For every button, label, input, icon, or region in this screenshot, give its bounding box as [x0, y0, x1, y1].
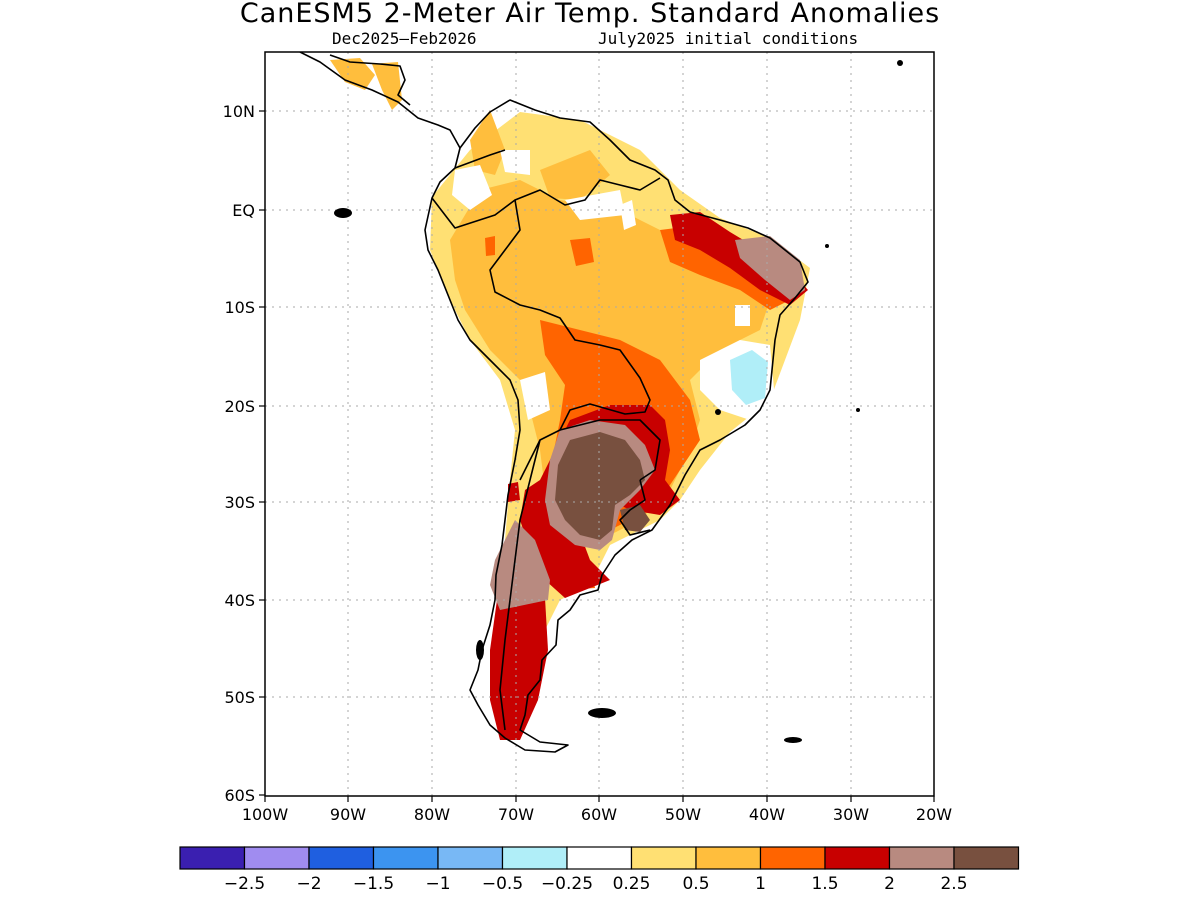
- anomaly-region-red: [490, 598, 548, 740]
- island: [715, 409, 721, 415]
- central-america-coastline: [329, 54, 411, 106]
- colorbar-label: 0.5: [682, 874, 709, 894]
- galapagos-islands: [334, 208, 352, 218]
- lon-tick-label: 50W: [665, 805, 701, 824]
- island: [825, 244, 829, 248]
- colorbar-label: −1.5: [353, 874, 394, 894]
- gridlines: [265, 52, 934, 796]
- south-america-coastline: [424, 99, 809, 753]
- lon-tick-label: 40W: [749, 805, 785, 824]
- longitude-labels: 100W 90W 80W 70W 60W 50W 40W 30W 20W: [242, 805, 952, 824]
- anomaly-region-red: [508, 482, 520, 502]
- lon-tick-label: 100W: [242, 805, 289, 824]
- anomaly-region-orange: [570, 238, 594, 266]
- anomaly-region-orange: [485, 236, 495, 256]
- colorbar-label: 0.25: [613, 874, 651, 894]
- colorbar-swatch: [953, 846, 1020, 870]
- lon-tick-label: 80W: [414, 805, 450, 824]
- lon-tick-label: 30W: [833, 805, 869, 824]
- colorbar-swatch: [437, 846, 504, 870]
- anomaly-region-orange-yellow: [540, 150, 610, 200]
- anomaly-region-dark-brown: [555, 432, 645, 540]
- south-georgia: [784, 737, 802, 743]
- colorbar-label: −0.5: [482, 874, 523, 894]
- lat-tick-label: 10S: [224, 298, 255, 317]
- lon-tick-label: 70W: [498, 805, 534, 824]
- anomaly-region-white: [520, 372, 550, 420]
- colorbar-label: 1: [755, 874, 766, 894]
- colorbar-label: −2: [296, 874, 321, 894]
- coastlines: [299, 52, 809, 753]
- islands: [334, 60, 903, 743]
- colorbar-swatch: [308, 846, 375, 870]
- colorbar-label: −2.5: [224, 874, 265, 894]
- lat-tick-label: 20S: [224, 397, 255, 416]
- colorbar-swatch: [630, 846, 697, 870]
- anomaly-region-white: [620, 200, 636, 230]
- colorbar-swatch: [179, 846, 246, 870]
- lat-tick-label: 60S: [224, 786, 255, 805]
- colorbar-swatch: [243, 846, 310, 870]
- lat-tick-label: 30S: [224, 493, 255, 512]
- lat-tick-label: 50S: [224, 688, 255, 707]
- colorbar-swatch: [824, 846, 891, 870]
- chiloe-island: [476, 640, 484, 660]
- lat-tick-label: EQ: [232, 201, 255, 220]
- colorbar-label: −0.25: [541, 874, 593, 894]
- latitude-labels: 10N EQ 10S 20S 30S 40S 50S 60S: [223, 102, 255, 805]
- colorbar-swatch: [759, 846, 826, 870]
- island: [856, 408, 860, 412]
- falkland-islands: [588, 708, 616, 718]
- anomaly-region-rosy-brown: [490, 520, 550, 610]
- anomaly-region-white: [452, 165, 492, 210]
- lat-tick-label: 10N: [223, 102, 255, 121]
- lat-tick-label: 40S: [224, 591, 255, 610]
- anomaly-region-light-cyan: [730, 350, 768, 405]
- colorbar-swatch: [372, 846, 439, 870]
- colorbar-swatch: [888, 846, 955, 870]
- country-border: [559, 419, 661, 481]
- forecast-period-subtitle: Dec2025–Feb2026: [332, 29, 477, 48]
- central-america-coastline: [299, 52, 461, 149]
- initial-conditions-subtitle: July2025 initial conditions: [598, 29, 859, 48]
- country-border: [499, 439, 541, 731]
- lon-tick-label: 20W: [916, 805, 952, 824]
- lon-tick-label: 60W: [581, 805, 617, 824]
- colorbar-label: 1.5: [811, 874, 838, 894]
- colorbar-swatch: [566, 846, 633, 870]
- anomaly-region-white: [565, 190, 625, 220]
- tick-marks: [259, 110, 935, 802]
- lon-tick-label: 90W: [330, 805, 366, 824]
- anomaly-field: [330, 58, 810, 740]
- country-border: [454, 149, 506, 169]
- colorbar-label: 2: [884, 874, 895, 894]
- colorbar-swatch: [695, 846, 762, 870]
- country-border: [619, 479, 651, 536]
- map-title: CanESM5 2-Meter Air Temp. Standard Anoma…: [239, 0, 941, 29]
- island: [897, 60, 903, 66]
- colorbar-label: 2.5: [940, 874, 967, 894]
- anomaly-region-white: [735, 305, 750, 326]
- colorbar: −2.5 −2 −1.5 −1 −0.5 −0.25 0.25 0.5 1 1.5 2 2.5: [179, 846, 1020, 894]
- anomaly-region-white: [500, 150, 530, 175]
- country-border: [431, 197, 651, 481]
- anomaly-region-orange-yellow: [372, 62, 402, 110]
- colorbar-swatch: [501, 846, 568, 870]
- anomaly-region-orange-yellow: [330, 58, 375, 90]
- country-border: [514, 177, 661, 206]
- colorbar-label: −1: [425, 874, 450, 894]
